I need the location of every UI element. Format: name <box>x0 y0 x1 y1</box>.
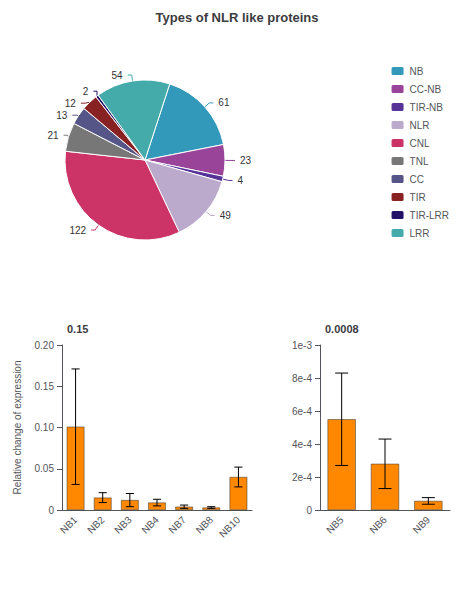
svg-text:Types of NLR like proteins: Types of NLR like proteins <box>155 10 318 25</box>
svg-text:0.15: 0.15 <box>35 381 55 392</box>
svg-text:CC-NB: CC-NB <box>410 84 442 95</box>
svg-text:TNL: TNL <box>410 156 429 167</box>
svg-text:NB8: NB8 <box>194 514 216 536</box>
svg-text:0.15: 0.15 <box>67 323 88 335</box>
svg-text:0.10: 0.10 <box>35 422 55 433</box>
svg-text:NB3: NB3 <box>112 514 134 536</box>
svg-text:54: 54 <box>112 70 124 81</box>
svg-text:NB4: NB4 <box>139 514 161 536</box>
svg-text:LRR: LRR <box>410 228 430 239</box>
svg-text:CNL: CNL <box>410 138 430 149</box>
svg-text:13: 13 <box>56 110 68 121</box>
svg-text:4: 4 <box>238 175 244 186</box>
svg-text:2: 2 <box>83 86 89 97</box>
svg-text:NB1: NB1 <box>58 514 80 536</box>
svg-text:0: 0 <box>306 505 312 516</box>
svg-text:NLR: NLR <box>410 120 430 131</box>
svg-text:21: 21 <box>47 130 59 141</box>
svg-text:NB9: NB9 <box>411 514 433 536</box>
svg-text:NB10: NB10 <box>217 514 243 540</box>
svg-text:NB2: NB2 <box>85 514 107 536</box>
svg-text:0: 0 <box>48 505 54 516</box>
svg-text:Relative change of expression: Relative change of expression <box>12 361 23 495</box>
svg-text:0.05: 0.05 <box>35 463 55 474</box>
svg-text:NB: NB <box>410 66 424 77</box>
svg-text:TIR: TIR <box>410 192 426 203</box>
svg-text:TIR-NB: TIR-NB <box>410 102 444 113</box>
svg-text:61: 61 <box>218 97 230 108</box>
svg-text:122: 122 <box>69 225 86 236</box>
svg-text:0.20: 0.20 <box>35 340 55 351</box>
svg-text:12: 12 <box>65 98 77 109</box>
svg-text:23: 23 <box>240 155 252 166</box>
svg-text:0.0008: 0.0008 <box>325 323 359 335</box>
svg-text:1e-3: 1e-3 <box>292 340 312 351</box>
svg-text:NB5: NB5 <box>324 514 346 536</box>
svg-text:NB6: NB6 <box>367 514 389 536</box>
svg-text:49: 49 <box>220 210 232 221</box>
svg-text:CC: CC <box>410 174 424 185</box>
svg-text:NB7: NB7 <box>167 514 189 536</box>
svg-text:6e-4: 6e-4 <box>292 406 312 417</box>
svg-text:2e-4: 2e-4 <box>292 472 312 483</box>
svg-text:4e-4: 4e-4 <box>292 439 312 450</box>
svg-text:8e-4: 8e-4 <box>292 373 312 384</box>
svg-text:TIR-LRR: TIR-LRR <box>410 210 449 221</box>
